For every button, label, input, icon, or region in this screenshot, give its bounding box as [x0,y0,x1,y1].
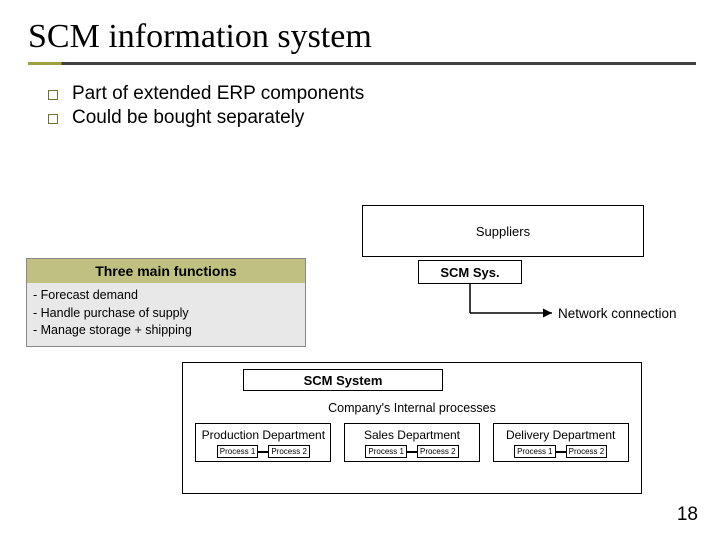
bullet-square-icon [48,90,58,100]
suppliers-box: Suppliers [362,205,644,257]
process-box: Process 1 [365,445,407,458]
slide-title: SCM information system [0,0,720,62]
department-name: Delivery Department [498,428,624,442]
page-number: 18 [677,504,698,526]
internal-processes-label: Company's Internal processes [183,401,641,415]
process-box: Process 1 [217,445,259,458]
bullet-text: Could be bought separately [72,107,304,129]
process-connector [258,451,268,453]
bullet-square-icon [48,114,58,124]
process-row: Process 1 Process 2 [200,445,326,458]
scm-sys-label: SCM Sys. [440,265,499,280]
process-box: Process 2 [268,445,310,458]
scm-sys-box: SCM Sys. [418,260,522,284]
process-box: Process 2 [417,445,459,458]
functions-body: - Forecast demand - Handle purchase of s… [27,283,305,346]
department-box: Delivery Department Process 1 Process 2 [493,423,629,462]
process-row: Process 1 Process 2 [498,445,624,458]
suppliers-label: Suppliers [476,224,530,239]
functions-item: - Handle purchase of supply [33,305,299,323]
bullet-item: Part of extended ERP components [48,83,720,105]
process-connector [407,451,417,453]
network-connection-label: Network connection [558,306,677,321]
bullet-list: Part of extended ERP components Could be… [0,65,720,129]
functions-item: - Forecast demand [33,287,299,305]
functions-heading: Three main functions [27,259,305,283]
company-box: SCM System Company's Internal processes … [182,362,642,494]
process-box: Process 2 [566,445,608,458]
department-box: Sales Department Process 1 Process 2 [344,423,480,462]
functions-item: - Manage storage + shipping [33,322,299,340]
department-name: Production Department [200,428,326,442]
bullet-text: Part of extended ERP components [72,83,364,105]
process-connector [556,451,566,453]
process-box: Process 1 [514,445,556,458]
bullet-item: Could be bought separately [48,107,720,129]
department-box: Production Department Process 1 Process … [195,423,331,462]
process-row: Process 1 Process 2 [349,445,475,458]
departments-row: Production Department Process 1 Process … [183,423,641,462]
department-name: Sales Department [349,428,475,442]
scm-system-label: SCM System [304,373,383,388]
scm-system-inner-box: SCM System [243,369,443,391]
functions-box: Three main functions - Forecast demand -… [26,258,306,347]
